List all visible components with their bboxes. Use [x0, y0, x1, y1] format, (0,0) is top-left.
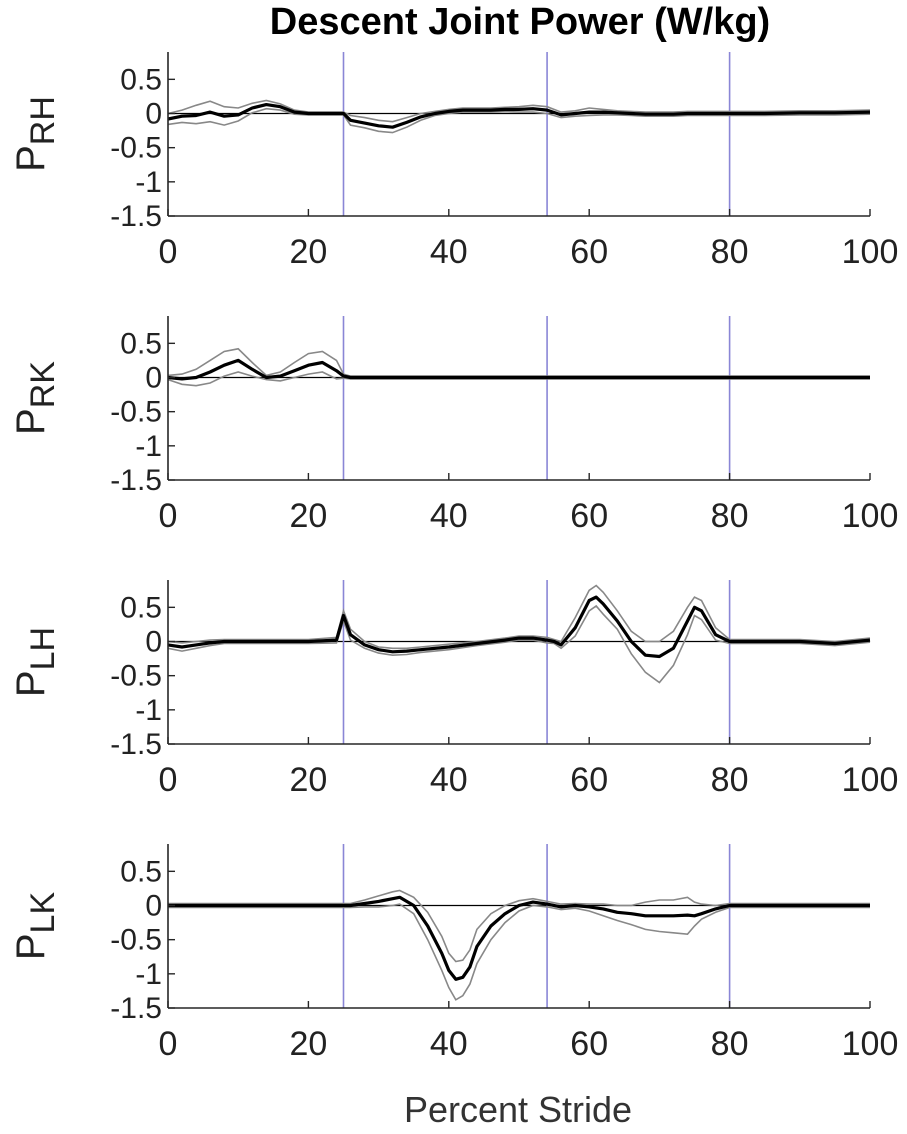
mean-line [167, 103, 871, 129]
y-tick-label: 0.5 [120, 591, 162, 624]
lower-bound-line [168, 903, 870, 1001]
x-tick-label: 0 [159, 761, 178, 799]
x-tick-label: 40 [430, 233, 468, 271]
lower-bound-line [167, 604, 871, 684]
chart-title: Descent Joint Power (W/kg) [270, 1, 770, 43]
x-tick-label: 100 [842, 1025, 899, 1063]
x-tick-label: 20 [289, 233, 327, 271]
y-label-main: P [9, 933, 53, 960]
y-label-main: P [9, 145, 53, 172]
y-tick-label: 0 [145, 626, 162, 659]
y-axis-label: PRK [9, 361, 62, 435]
x-tick-label: 80 [711, 233, 749, 271]
x-tick-label: 80 [711, 1025, 749, 1063]
y-tick-label: 0 [145, 98, 162, 131]
upper-bound-line [167, 99, 871, 123]
x-tick-label: 40 [430, 761, 468, 799]
y-tick-label: -0.5 [110, 660, 162, 693]
y-tick-label: -0.5 [110, 396, 162, 429]
x-tick-label: 80 [711, 497, 749, 535]
x-tick-label: 100 [842, 233, 899, 271]
y-tick-label: -1.5 [110, 992, 162, 1025]
x-tick-label: 0 [159, 1025, 178, 1063]
y-tick-label: -1 [135, 694, 162, 727]
y-tick-label: 0 [145, 362, 162, 395]
x-tick-label: 40 [430, 497, 468, 535]
x-tick-label: 60 [570, 761, 608, 799]
y-label-subscript: RK [24, 361, 62, 409]
x-tick-label: 100 [842, 761, 899, 799]
x-tick-label: 80 [711, 761, 749, 799]
y-tick-label: -0.5 [110, 924, 162, 957]
panels-group: 0.50-0.5-1-1.50 20 40 60 80 100PRH0.50-0.5-1-… [9, 52, 898, 1063]
y-tick-label: -1 [135, 958, 162, 991]
y-tick-label: -1 [135, 166, 162, 199]
y-tick-label: 0 [145, 890, 162, 923]
x-tick-label: 60 [570, 1025, 608, 1063]
lower-bound-line [167, 107, 871, 134]
upper-bound-line [167, 347, 870, 377]
x-tick-label: 20 [289, 497, 327, 535]
y-tick-label: -1 [135, 430, 162, 463]
y-axis-label: PRH [9, 96, 62, 172]
y-label-main: P [9, 408, 53, 435]
mean-line [167, 358, 870, 381]
y-label-subscript: LK [24, 892, 62, 934]
x-tick-label: 100 [842, 497, 899, 535]
x-tick-label: 0 [159, 233, 178, 271]
x-tick-label: 20 [289, 761, 327, 799]
y-tick-label: 0.5 [120, 327, 162, 360]
y-label-subscript: RH [24, 96, 62, 145]
y-label-subscript: LH [24, 627, 62, 670]
y-tick-label: -1.5 [110, 728, 162, 761]
x-tick-label: 40 [430, 1025, 468, 1063]
x-tick-label: 0 [159, 497, 178, 535]
y-tick-label: 0.5 [120, 63, 162, 96]
y-axis-label: PLH [9, 627, 62, 697]
mean-line [167, 595, 871, 659]
mean-line [168, 895, 870, 981]
y-label-main: P [9, 670, 53, 697]
y-tick-label: -0.5 [110, 132, 162, 165]
x-tick-label: 60 [570, 233, 608, 271]
upper-bound-line [167, 584, 871, 650]
y-tick-label: -1.5 [110, 200, 162, 233]
y-tick-label: 0.5 [120, 855, 162, 888]
x-tick-label: 60 [570, 497, 608, 535]
y-axis-label: PLK [9, 892, 62, 961]
x-axis-label: Percent Stride [404, 1089, 632, 1130]
upper-bound-line [168, 889, 870, 963]
x-tick-label: 20 [289, 1025, 327, 1063]
y-tick-label: -1.5 [110, 464, 162, 497]
